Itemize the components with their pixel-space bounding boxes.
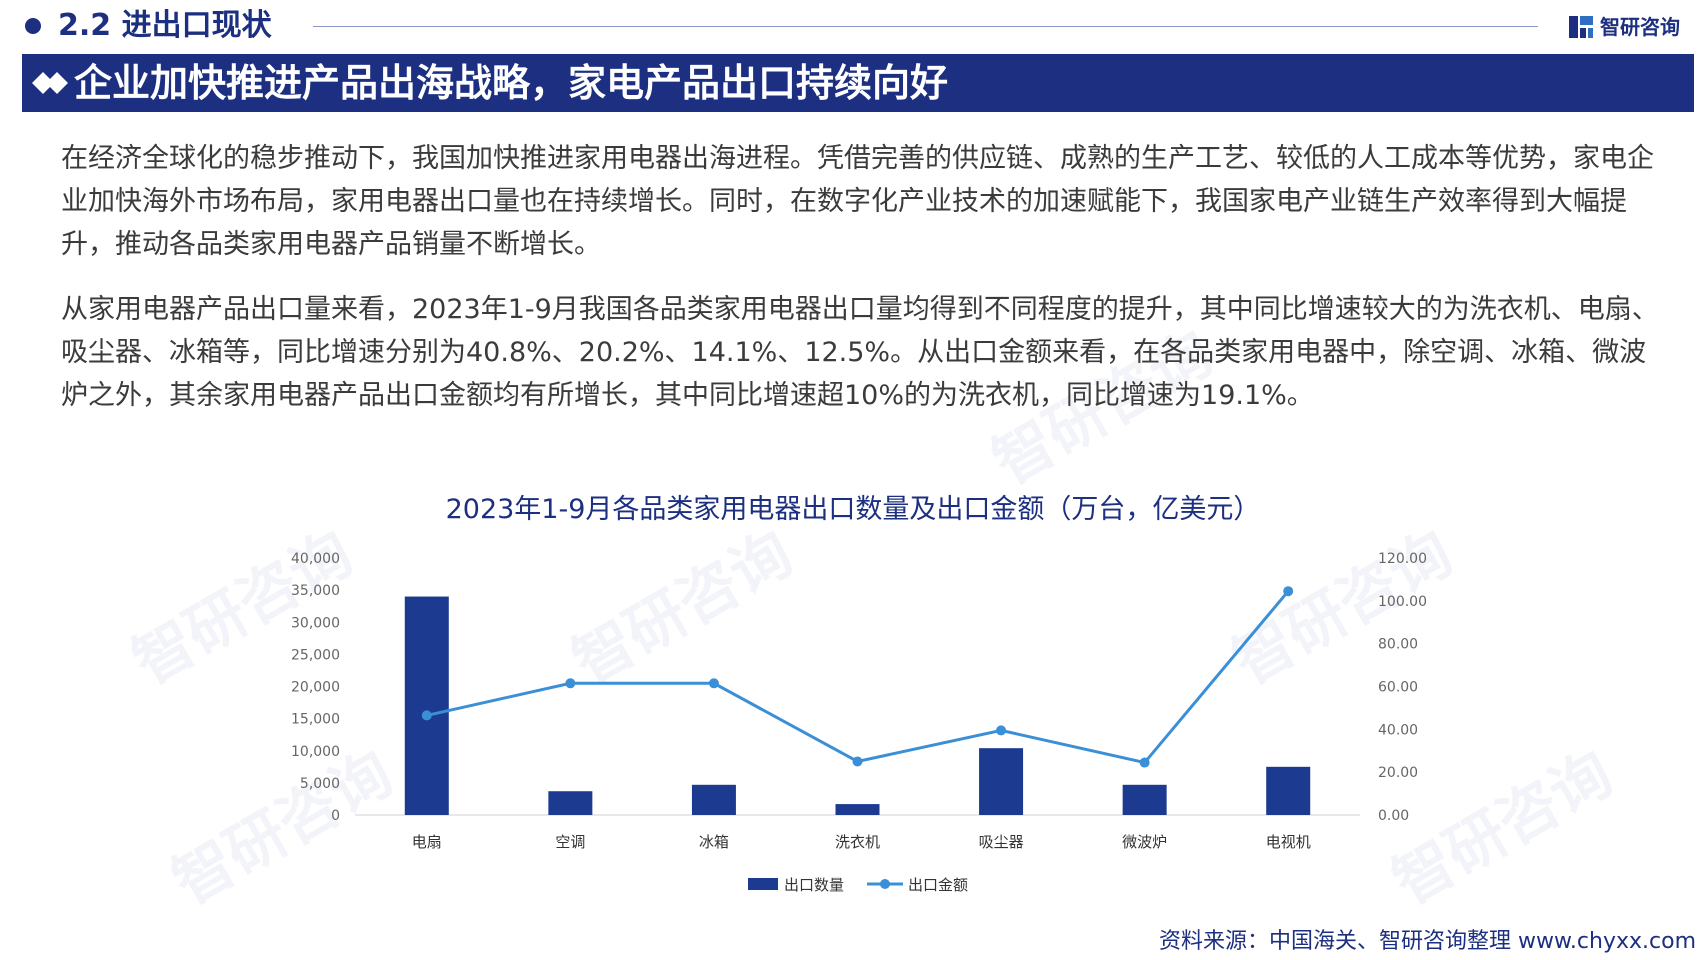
title-banner: 企业加快推进产品出海战略，家电产品出口持续向好 bbox=[22, 54, 1694, 112]
y-left-tick-label: 15,000 bbox=[291, 712, 340, 728]
bullet-dot-icon bbox=[25, 18, 41, 34]
logo-text: 智研咨询 bbox=[1600, 15, 1680, 39]
legend-line-label: 出口金额 bbox=[908, 876, 968, 894]
x-category-label: 电视机 bbox=[1266, 833, 1311, 851]
y-left-tick-label: 0 bbox=[331, 808, 340, 824]
top-bar: 2.2 进出口现状 智研咨询 bbox=[0, 0, 1706, 52]
y-right-tick-label: 100.00 bbox=[1378, 594, 1427, 610]
logo-mark-icon bbox=[1569, 16, 1593, 38]
y-left-tick-label: 30,000 bbox=[291, 615, 340, 631]
chart-title: 2023年1-9月各品类家用电器出口数量及出口金额（万台，亿美元） bbox=[445, 494, 1261, 525]
legend-bar-swatch bbox=[748, 878, 778, 890]
body-paragraph-1: 在经济全球化的稳步推动下，我国加快推进家用电器出海进程。凭借完善的供应链、成熟的… bbox=[61, 143, 1654, 260]
y-right-tick-label: 80.00 bbox=[1378, 637, 1418, 653]
banner-title: 企业加快推进产品出海战略，家电产品出口持续向好 bbox=[74, 61, 949, 105]
x-category-label: 冰箱 bbox=[699, 833, 729, 851]
y-right-tick-label: 120.00 bbox=[1378, 551, 1427, 567]
line-point-export-value bbox=[565, 678, 576, 689]
line-point-export-value bbox=[1139, 757, 1150, 768]
y-left-tick-label: 10,000 bbox=[291, 744, 340, 760]
y-left-tick-label: 40,000 bbox=[291, 551, 340, 567]
legend-line-marker bbox=[880, 879, 890, 889]
x-category-label: 微波炉 bbox=[1122, 833, 1167, 851]
section-title: 2.2 进出口现状 bbox=[58, 8, 272, 43]
x-category-label: 洗衣机 bbox=[835, 833, 880, 851]
line-point-export-value bbox=[421, 710, 432, 721]
header-divider bbox=[313, 26, 1538, 27]
y-right-tick-label: 0.00 bbox=[1378, 808, 1409, 824]
y-left-tick-label: 5,000 bbox=[300, 776, 340, 792]
legend-bar-label: 出口数量 bbox=[784, 876, 844, 894]
line-point-export-value bbox=[996, 725, 1007, 736]
brand-logo: 智研咨询 bbox=[1568, 12, 1692, 42]
bar-export-quantity bbox=[835, 804, 880, 815]
source-note: 资料来源：中国海关、智研咨询整理 www.chyxx.com bbox=[1158, 929, 1696, 954]
y-right-tick-label: 20.00 bbox=[1378, 765, 1418, 781]
x-category-label: 空调 bbox=[555, 833, 585, 851]
bar-export-quantity bbox=[1122, 784, 1167, 815]
x-category-label: 电扇 bbox=[412, 833, 442, 851]
bar-export-quantity bbox=[548, 791, 593, 815]
bar-export-quantity bbox=[1266, 766, 1311, 815]
x-category-label: 吸尘器 bbox=[979, 833, 1024, 851]
y-right-tick-label: 40.00 bbox=[1378, 722, 1418, 738]
bar-export-quantity bbox=[979, 748, 1024, 815]
body-paragraph-2: 从家用电器产品出口量来看，2023年1-9月我国各品类家用电器出口量均得到不同程… bbox=[61, 294, 1659, 411]
line-point-export-value bbox=[852, 756, 863, 767]
y-right-tick-label: 60.00 bbox=[1378, 680, 1418, 696]
diamond-icon bbox=[32, 72, 68, 94]
bar-export-quantity bbox=[404, 596, 449, 815]
y-left-tick-label: 20,000 bbox=[291, 680, 340, 696]
line-point-export-value bbox=[708, 678, 719, 689]
bar-export-quantity bbox=[691, 784, 736, 815]
combo-chart: 0 5,000 10,000 15,000 20,000 25,000 30,000 35,0… bbox=[291, 551, 1427, 894]
y-left-tick-label: 25,000 bbox=[291, 647, 340, 663]
y-left-tick-label: 35,000 bbox=[291, 583, 340, 599]
line-point-export-value bbox=[1283, 586, 1294, 597]
line-export-value bbox=[426, 590, 1290, 765]
